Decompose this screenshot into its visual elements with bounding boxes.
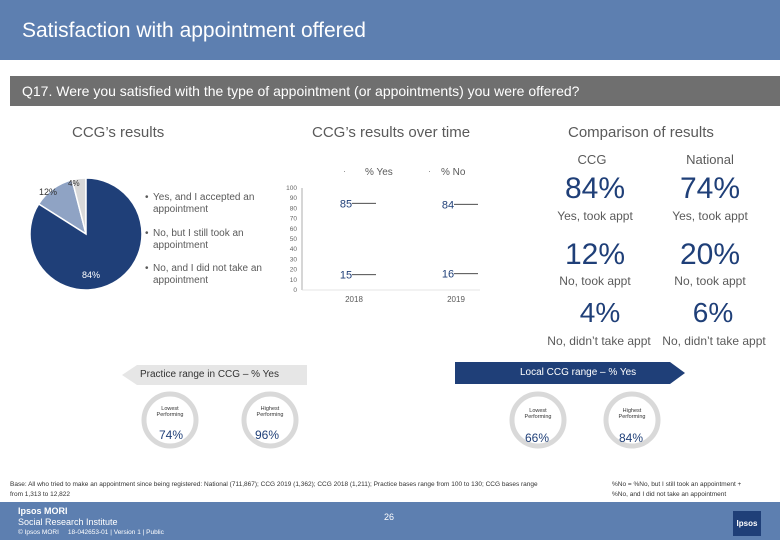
legend-bullet: • — [145, 263, 149, 274]
y-tick-label: 20 — [290, 267, 298, 274]
line-chart: 0 10 20 30 40 50 60 70 80 90 100 2018 2019 85 84 15 16 — [286, 185, 480, 304]
y-tick-label: 90 — [290, 195, 298, 202]
national-no-took-label: No, took appt — [674, 274, 746, 288]
pie-legend-item: • No, and I did not take an appointment — [145, 263, 268, 287]
y-tick-label: 0 — [293, 287, 297, 294]
ccg-no-not-taken-value: 4% — [579, 297, 621, 328]
question-text: Q17. Were you satisfied with the type of… — [22, 83, 580, 99]
section-over-time: CCG’s results over time — [312, 124, 471, 141]
practice-range-arrow — [122, 365, 137, 385]
national-yes-value: 74% — [679, 172, 741, 205]
y-tick-label: 40 — [290, 246, 298, 253]
ccg-yes-label: Yes, took appt — [557, 209, 633, 223]
local-lowest-ring — [509, 391, 567, 449]
national-no-not-taken-value: 6% — [692, 297, 734, 328]
pie-label-84: 84% — [82, 270, 101, 280]
y-tick-label: 100 — [286, 185, 297, 192]
local-highest-ring — [603, 391, 661, 449]
pie-legend-no-took: No, but I still took an appointment — [153, 228, 244, 251]
local-highest-label: Highest Performing — [618, 408, 646, 420]
line-legend-no-marker: · — [428, 166, 431, 176]
pie-legend-no-not-taken: No, and I did not take an appointment — [153, 263, 262, 286]
practice-lowest-ring — [141, 391, 199, 449]
local-range-title: Local CCG range – % Yes — [520, 367, 637, 378]
practice-lowest-value: 74% — [158, 428, 184, 442]
question-bar: Q17. Were you satisfied with the type of… — [10, 76, 780, 106]
national-no-not-taken-label: No, didn’t take appt — [662, 334, 766, 348]
y-tick-label: 50 — [290, 236, 298, 243]
pie-slice-yes-accepted — [29, 177, 143, 291]
line-legend-yes-marker: · — [343, 166, 346, 176]
base-note: Base: All who tried to make an appointme… — [10, 481, 538, 498]
legend-bullet: • — [145, 228, 149, 239]
data-label: 15 — [340, 270, 352, 282]
logo-line-1: Ipsos MORI — [18, 506, 68, 516]
national-no-took-value: 20% — [679, 238, 741, 271]
practice-highest-value: 96% — [254, 428, 280, 442]
y-tick-label: 60 — [290, 226, 298, 233]
page-number: 26 — [384, 512, 395, 522]
data-label: 84 — [442, 199, 454, 211]
legend-bullet: • — [145, 192, 149, 203]
x-tick-label: 2018 — [345, 295, 363, 304]
pie-legend-item: • Yes, and I accepted an appointment — [145, 192, 268, 216]
y-tick-label: 70 — [290, 216, 298, 223]
practice-highest-ring — [241, 391, 299, 449]
y-tick-label: 80 — [290, 205, 298, 212]
y-tick-label: 10 — [290, 277, 298, 284]
page-title: Satisfaction with appointment offered — [22, 19, 366, 42]
title-bar: Satisfaction with appointment offered — [0, 0, 780, 60]
local-lowest-label: Lowest Performing — [524, 408, 552, 420]
line-legend-no: % No — [441, 167, 466, 178]
pie-chart — [29, 177, 143, 291]
national-yes-label: Yes, took appt — [672, 209, 748, 223]
local-lowest-value: 66% — [524, 431, 550, 445]
pie-label-12: 12% — [39, 187, 58, 197]
data-label: 16 — [442, 269, 454, 281]
y-tick-label: 30 — [290, 256, 298, 263]
ccg-no-took-label: No, took appt — [559, 274, 631, 288]
pie-legend-item: • No, but I still took an appointment — [145, 228, 268, 252]
local-range-header — [455, 362, 670, 384]
practice-lowest-label: Lowest Performing — [156, 406, 184, 418]
x-tick-label: 2019 — [447, 295, 465, 304]
line-legend-yes: % Yes — [365, 167, 393, 178]
ccg-no-took-value: 12% — [564, 238, 626, 271]
data-label: 85 — [340, 198, 352, 210]
comparison-header-national: National — [686, 152, 734, 167]
section-ccg-results: CCG’s results — [72, 124, 165, 141]
section-comparison: Comparison of results — [568, 124, 714, 141]
pie-legend-yes-accepted: Yes, and I accepted an appointment — [153, 192, 255, 215]
practice-range-title: Practice range in CCG – % Yes — [140, 369, 279, 380]
practice-highest-label: Highest Performing — [256, 406, 284, 418]
comparison-header-ccg: CCG — [577, 152, 607, 167]
footnote-line-2: %No, and I did not take an appointment — [612, 491, 727, 498]
local-range-arrow — [670, 362, 685, 384]
ccg-no-not-taken-label: No, didn’t take appt — [547, 334, 651, 348]
footer-bar — [0, 502, 780, 540]
local-highest-value: 84% — [618, 431, 644, 445]
practice-range-header — [137, 365, 307, 385]
logo-line-2: Social Research Institute — [18, 517, 118, 527]
copyright: © Ipsos MORI 18-042653-01 | Version 1 | … — [18, 529, 164, 536]
footnote-line-1: %No = %No, but I still took an appointme… — [612, 481, 742, 488]
ipsos-logo-badge: Ipsos — [733, 511, 761, 536]
pie-label-4: 4% — [68, 179, 80, 188]
ccg-yes-value: 84% — [564, 172, 626, 205]
